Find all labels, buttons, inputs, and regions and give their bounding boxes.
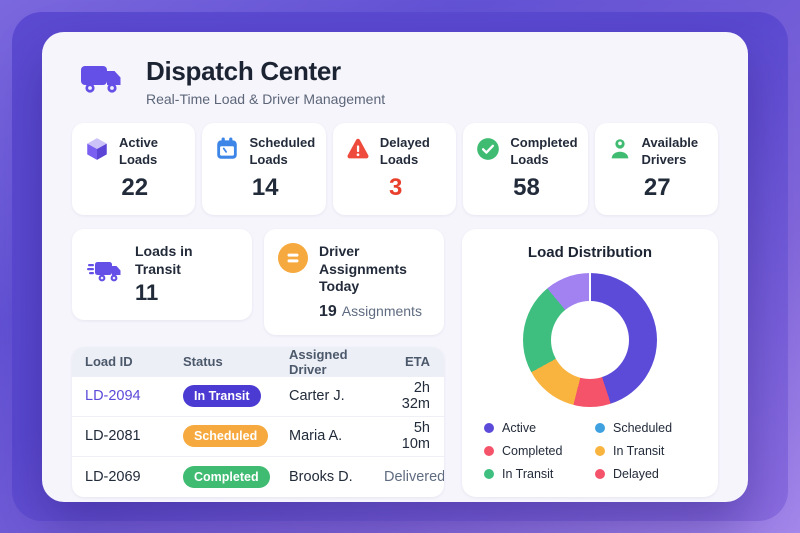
driver-cell: Brooks D. (289, 468, 353, 485)
column-header-load-id: Load ID (85, 354, 133, 369)
loads-in-transit-card[interactable]: Loads in Transit 11 (72, 229, 252, 320)
stat-label: Available Drivers (641, 135, 699, 167)
transit-value: 11 (135, 280, 159, 305)
eta-cell: 2h 32m (401, 380, 430, 412)
load-distribution-donut (523, 273, 657, 407)
stat-value: 22 (121, 173, 149, 201)
load-distribution-card: Load Distribution Active Scheduled Compl… (462, 229, 718, 497)
column-header-eta: ETA (404, 354, 430, 369)
donut-hole (551, 301, 629, 379)
legend-dot (595, 423, 605, 433)
legend-dot (484, 469, 494, 479)
stat-label: Scheduled Loads (249, 135, 316, 167)
check-circle-icon (475, 135, 501, 167)
table-row[interactable]: LD-2094 In Transit Carter J. 2h 32m (72, 377, 444, 417)
driver-icon (607, 135, 633, 167)
page-title: Dispatch Center (146, 56, 341, 86)
stat-card-active-loads[interactable]: Active Loads 22 (72, 123, 196, 215)
driver-assignments-card[interactable]: Driver Assignments Today 19 Assignments (264, 229, 444, 335)
stat-label: Delayed Loads (379, 135, 430, 167)
column-header-assigned-driver: Assigned Driver (289, 346, 348, 377)
stat-card-available-drivers[interactable]: Available Drivers 27 (594, 123, 718, 215)
stat-value: 27 (643, 173, 671, 201)
assignments-unit: Assignments (341, 302, 422, 319)
legend-item-active[interactable]: Active (484, 421, 589, 435)
legend-item-delayed[interactable]: Delayed (595, 467, 700, 481)
dispatch-center-card: Dispatch Center Real-Time Load & Driver … (42, 32, 748, 502)
assignments-count: 19 (319, 302, 337, 320)
transit-label: Loads in Transit (135, 243, 193, 277)
driver-cell: Carter J. (289, 388, 345, 404)
stats-row: Active Loads 22 Scheduled Loads 14 (72, 123, 718, 215)
legend-item-scheduled[interactable]: Scheduled (595, 421, 700, 435)
status-badge: Scheduled (183, 425, 269, 447)
page-subtitle: Real-Time Load & Driver Management (146, 91, 386, 107)
stat-card-delayed-loads[interactable]: Delayed Loads 3 (332, 123, 457, 215)
calendar-icon (214, 135, 240, 167)
legend-dot (484, 446, 494, 456)
assignments-label: Driver Assignments Today (319, 243, 407, 294)
assignments-list-icon (278, 243, 308, 278)
stat-value: 58 (513, 173, 540, 201)
table-row[interactable]: LD-2081 Scheduled Maria A. 5h 10m (72, 417, 444, 457)
stat-value: 3 (388, 173, 403, 201)
status-badge: Completed (183, 465, 270, 488)
stat-value: 14 (251, 173, 279, 201)
legend-item-in-transit-orange[interactable]: In Transit (595, 444, 700, 458)
chart-legend: Active Scheduled Completed In Transit In… (484, 421, 700, 481)
cube-icon (84, 135, 110, 167)
load-id-cell: LD-2081 (85, 428, 141, 444)
stat-label: Active Loads (119, 135, 159, 167)
alert-triangle-icon (345, 135, 371, 167)
stat-label: Completed Loads (510, 135, 578, 167)
legend-dot (484, 423, 494, 433)
stat-card-completed-loads[interactable]: Completed Loads 58 (463, 123, 588, 215)
stat-card-scheduled-loads[interactable]: Scheduled Loads 14 (202, 123, 326, 215)
eta-cell: Delivered (384, 468, 444, 485)
truck-icon (78, 59, 128, 104)
header: Dispatch Center Real-Time Load & Driver … (78, 56, 718, 107)
truck-fast-icon (86, 257, 124, 292)
load-id-cell: LD-2094 (85, 388, 141, 404)
status-badge: In Transit (183, 385, 261, 407)
legend-item-in-transit-green[interactable]: In Transit (484, 467, 589, 481)
legend-dot (595, 446, 605, 456)
table-row[interactable]: LD-2069 Completed Brooks D. Delivered (72, 457, 444, 497)
legend-item-completed[interactable]: Completed (484, 444, 589, 458)
table-header-row: Load ID Status Assigned Driver ETA (72, 346, 444, 377)
legend-dot (595, 469, 605, 479)
eta-cell: 5h 10m (401, 420, 430, 452)
chart-title: Load Distribution (527, 244, 653, 261)
loads-table: Load ID Status Assigned Driver ETA LD-20… (72, 346, 444, 497)
driver-cell: Maria A. (289, 428, 343, 444)
column-header-status: Status (183, 354, 223, 369)
load-id-cell: LD-2069 (85, 468, 141, 485)
